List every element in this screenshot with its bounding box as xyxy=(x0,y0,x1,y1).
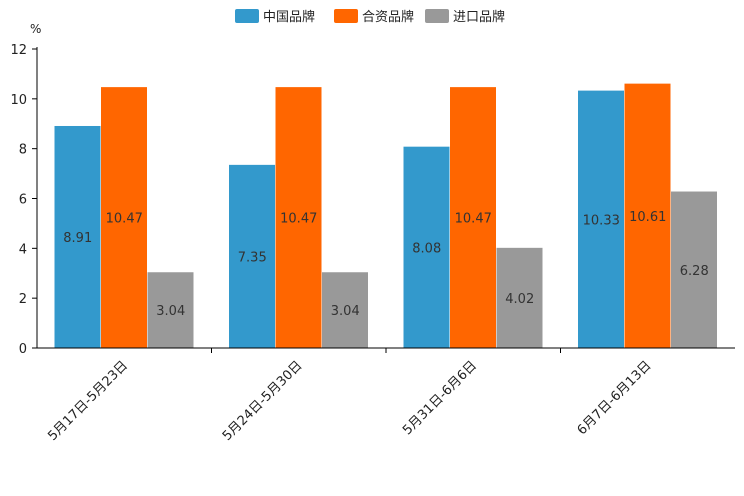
bar xyxy=(322,272,368,348)
bar xyxy=(147,272,194,348)
bar xyxy=(578,90,624,348)
bar xyxy=(229,164,275,348)
data-label: 10.47 xyxy=(280,212,317,227)
data-label: 7.35 xyxy=(238,250,267,265)
data-label: 6.28 xyxy=(680,264,709,279)
legend: 中国品牌 合资品牌 进口品牌 xyxy=(235,9,505,25)
y-tick-label: 10 xyxy=(10,93,27,108)
bar xyxy=(54,125,101,349)
bar xyxy=(101,87,147,348)
y-axis-unit: % xyxy=(30,22,41,36)
data-label: 8.91 xyxy=(63,231,92,246)
category-label: 5月17日-5月23日 xyxy=(45,358,131,444)
data-label: 3.04 xyxy=(331,304,360,319)
bars: 8.91 10.47 3.04 7.35 10.47 3.04 8.08 10.47 4.02 1… xyxy=(54,83,717,349)
legend-swatch xyxy=(334,9,358,23)
data-label: 10.33 xyxy=(583,213,620,228)
data-label: 4.02 xyxy=(505,292,534,307)
category-label: 5月31日-6月6日 xyxy=(400,358,480,438)
category-label: 5月24日-5月30日 xyxy=(220,358,306,444)
data-label: 10.61 xyxy=(629,210,666,225)
y-tick-label: 6 xyxy=(19,193,27,208)
legend-label: 合资品牌 xyxy=(362,9,414,25)
legend-swatch xyxy=(425,9,449,23)
bar xyxy=(624,83,671,349)
y-tick-label: 12 xyxy=(10,43,27,58)
y-tick-label: 2 xyxy=(19,292,27,307)
bar xyxy=(496,247,543,348)
bar xyxy=(403,146,450,348)
bar xyxy=(450,87,496,348)
y-tick-label: 8 xyxy=(19,143,27,158)
data-label: 3.04 xyxy=(156,304,185,319)
category-label: 6月7日-6月13日 xyxy=(575,358,655,438)
data-label: 10.47 xyxy=(455,212,492,227)
x-axis: 5月17日-5月23日 5月24日-5月30日 5月31日-6月6日 6月7日-6月1… xyxy=(37,347,735,444)
legend-swatch xyxy=(235,9,259,23)
bar xyxy=(275,87,322,348)
y-tick-label: 4 xyxy=(19,242,27,257)
bar xyxy=(671,191,717,348)
legend-label: 中国品牌 xyxy=(263,9,315,25)
data-label: 10.47 xyxy=(106,212,143,227)
y-tick-label: 0 xyxy=(19,342,27,357)
legend-label: 进口品牌 xyxy=(453,9,505,25)
y-axis: 0 2 4 6 8 10 12 xyxy=(10,43,38,357)
data-label: 8.08 xyxy=(412,241,441,256)
